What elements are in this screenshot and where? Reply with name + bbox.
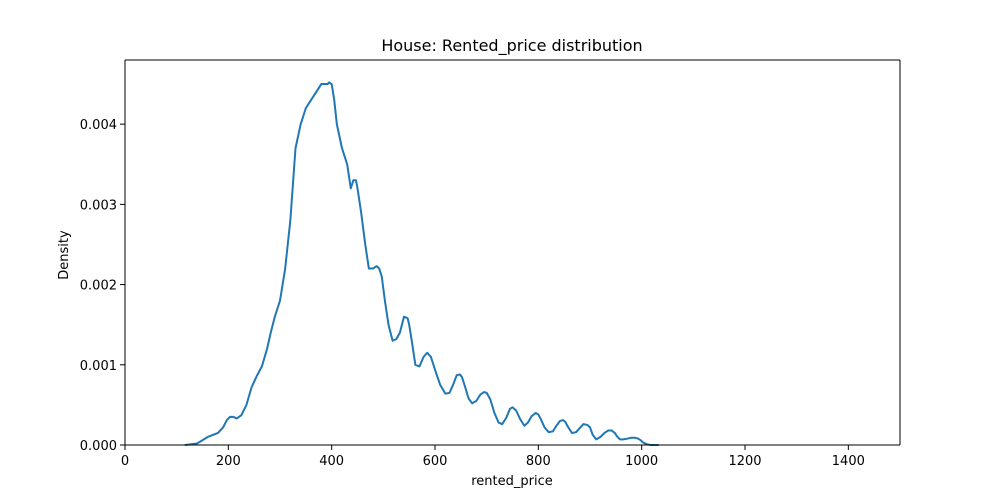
chart-title: House: Rented_price distribution <box>381 36 642 56</box>
y-tick-label: 0.004 <box>80 118 117 133</box>
y-tick-label: 0.000 <box>80 439 117 454</box>
plot-area: 0 200 400 600 800 1000 1200 1400 0.000 0.001 0.002… <box>80 59 901 469</box>
x-tick-label: 600 <box>423 454 448 469</box>
x-tick-label: 0 <box>121 454 129 469</box>
series-line-0 <box>184 81 660 446</box>
x-tick-label: 200 <box>216 454 241 469</box>
y-tick-label: 0.001 <box>80 359 117 374</box>
y-tick-label: 0.003 <box>80 198 117 213</box>
x-tick-label: 1400 <box>832 454 865 469</box>
x-tick-label: 1200 <box>728 454 761 469</box>
x-tick-label: 1000 <box>625 454 658 469</box>
y-tick-label: 0.002 <box>80 279 117 294</box>
x-tick-label: 800 <box>526 454 551 469</box>
y-axis-title: Density <box>57 230 72 280</box>
x-axis-title: rented_price <box>471 474 553 489</box>
x-tick-label: 400 <box>319 454 344 469</box>
